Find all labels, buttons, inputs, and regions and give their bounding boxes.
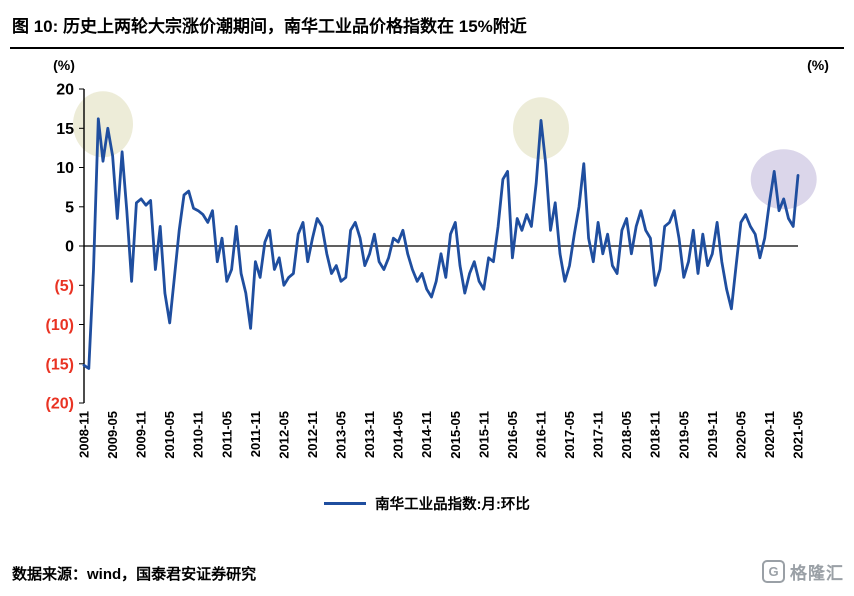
data-source: 数据来源：wind，国泰君安证券研究 [12, 566, 257, 583]
figure-title: 图 10: 历史上两轮大宗涨价潮期间，南华工业品价格指数在 15%附近 [10, 10, 844, 49]
gelonghui-logo-text: 格隆汇 [790, 564, 844, 583]
gelonghui-logo: G 格隆汇 [762, 559, 844, 584]
y-tick-label: 5 [65, 199, 74, 216]
chart-area: (%) (%) 20 15 10 5 0 (5) (10) (15) (20) 2008-11 2009… [0, 53, 854, 485]
footer: 数据来源：wind，国泰君安证券研究 G 格隆汇 [0, 559, 854, 596]
x-tick-label: 2011-11 [248, 411, 263, 457]
x-tick-label: 2014-05 [391, 411, 406, 459]
legend: 南华工业品指数:月:环比 [0, 493, 854, 514]
x-tick-label: 2018-11 [648, 411, 663, 458]
x-tick-label: 2013-11 [362, 411, 377, 458]
x-tick-label: 2015-05 [448, 411, 463, 459]
x-tick-label: 2013-05 [334, 411, 349, 459]
y-tick-label: 0 [65, 239, 74, 256]
y-tick-label: (15) [46, 356, 74, 373]
y-tick-label: 10 [56, 160, 74, 177]
series-line [82, 117, 800, 370]
y-tick-label: (5) [54, 278, 74, 295]
x-tick-label: 2012-11 [305, 411, 320, 458]
x-tick-label: 2020-05 [733, 411, 748, 459]
x-tick-label: 2009-05 [105, 411, 120, 459]
x-tick-label: 2021-05 [791, 411, 806, 459]
x-tick-label: 2010-05 [162, 411, 177, 459]
highlight-surge-2009 [73, 91, 133, 158]
y-unit-left: (%) [53, 57, 75, 73]
gelonghui-logo-icon: G [762, 560, 785, 583]
x-tick-label: 2017-05 [562, 411, 577, 459]
x-tick-label: 2009-11 [134, 411, 149, 458]
x-tick-label: 2014-11 [419, 411, 434, 458]
highlight-current-2021 [750, 149, 817, 210]
y-tick-label: (10) [46, 317, 74, 334]
x-tick-label: 2018-05 [619, 411, 634, 459]
y-tick-label: 20 [56, 82, 74, 99]
x-tick-label: 2016-05 [505, 411, 520, 459]
legend-label: 南华工业品指数:月:环比 [375, 497, 530, 513]
legend-line-swatch [324, 501, 367, 506]
x-tick-label: 2019-05 [676, 411, 691, 459]
x-tick-label: 2012-05 [276, 411, 291, 459]
x-tick-label: 2008-11 [77, 411, 92, 458]
x-tick-label: 2016-11 [534, 411, 549, 458]
x-tick-label: 2010-11 [191, 411, 206, 458]
line-chart: (%) (%) 20 15 10 5 0 (5) (10) (15) (20)2008-11 2009… [46, 57, 829, 459]
x-tick-label: 2017-11 [591, 411, 606, 458]
x-tick-label: 2011-05 [219, 411, 234, 458]
y-unit-right: (%) [807, 57, 829, 73]
x-tick-label: 2015-11 [476, 411, 491, 458]
y-tick-label: 15 [56, 121, 74, 138]
x-tick-label: 2019-11 [705, 411, 720, 458]
y-tick-label: (20) [46, 396, 74, 413]
x-tick-label: 2020-11 [762, 411, 777, 458]
